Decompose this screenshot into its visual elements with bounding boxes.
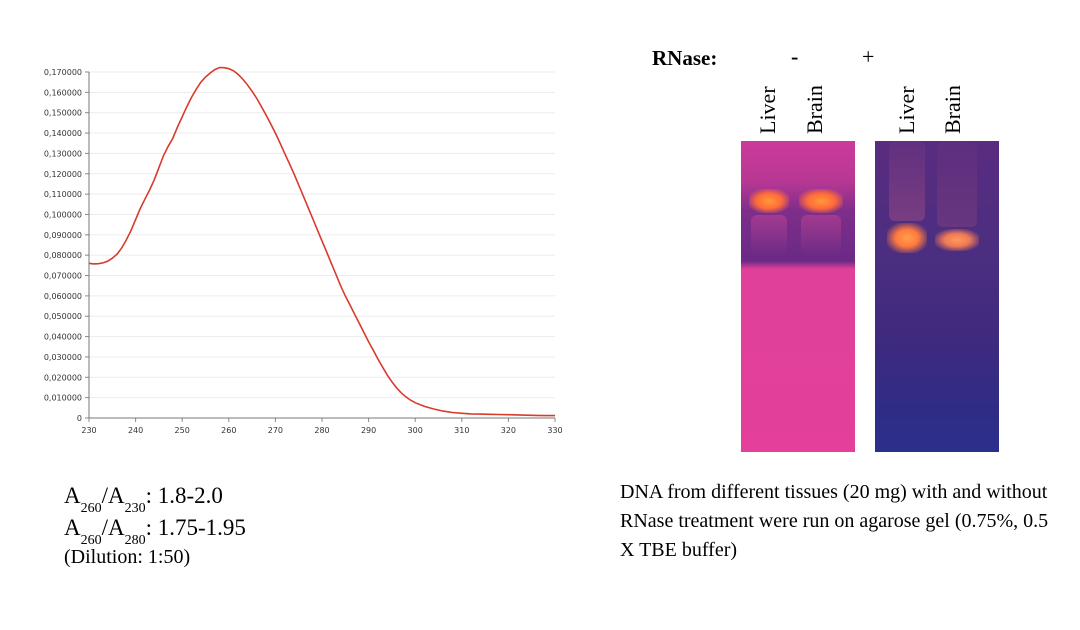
y-tick-label: 0,060000 xyxy=(44,292,82,301)
y-tick-label: 0,140000 xyxy=(44,129,82,138)
gel-image-without-rnase xyxy=(741,141,855,452)
absorbance-curve xyxy=(88,66,555,417)
ratio-260-280: A260/A280: 1.75-1.95 xyxy=(64,515,246,548)
gel-smear xyxy=(937,141,977,227)
rnase-minus: - xyxy=(791,44,799,69)
y-tick-label: 0,120000 xyxy=(44,170,82,179)
gel-smear xyxy=(889,141,925,221)
ratio-260-230: A260/A230: 1.8-2.0 xyxy=(64,483,223,516)
y-tick-labels: 0 0,010000 0,020000 0,030000 0,040000 0,05000… xyxy=(44,68,82,423)
x-tick-label: 240 xyxy=(128,426,143,435)
gel-band xyxy=(749,189,789,213)
y-tick-label: 0,160000 xyxy=(44,88,82,97)
ratio-value: : 1.8-2.0 xyxy=(145,483,223,508)
y-tick-label: 0 xyxy=(77,414,82,423)
y-tick-label: 0,010000 xyxy=(44,394,82,403)
ratio-slash: /A xyxy=(101,483,125,508)
ratio-slash: /A xyxy=(101,515,125,540)
y-tick-label: 0,070000 xyxy=(44,272,82,281)
ratio-sub-260: 260 xyxy=(80,501,102,516)
lane-label-brain-plus: Brain xyxy=(940,85,965,134)
lane-label-liver-plus: Liver xyxy=(894,86,919,134)
y-tick-label: 0,020000 xyxy=(44,373,82,382)
x-tick-labels: 230 240 250 260 270 280 290 300 310 320 330 xyxy=(81,426,562,435)
x-tick-label: 260 xyxy=(221,426,236,435)
absorbance-spectrum-chart: 0 0,010000 0,020000 0,030000 0,040000 0,05000… xyxy=(44,66,563,435)
rnase-label: RNase: xyxy=(652,46,718,70)
chart-axes xyxy=(85,71,556,422)
gel-caption: DNA from different tissues (20 mg) with … xyxy=(620,481,1049,561)
gel-band xyxy=(799,189,843,213)
gel-band xyxy=(935,229,979,251)
x-tick-label: 230 xyxy=(81,426,96,435)
x-tick-label: 320 xyxy=(501,426,516,435)
rnase-plus: + xyxy=(862,44,875,69)
gel-smear xyxy=(751,215,787,255)
y-tick-label: 0,110000 xyxy=(44,190,82,199)
x-tick-label: 330 xyxy=(547,426,562,435)
y-tick-label: 0,090000 xyxy=(44,231,82,240)
lane-label-liver-minus: Liver xyxy=(755,86,780,134)
y-tick-label: 0,150000 xyxy=(44,109,82,118)
x-tick-label: 270 xyxy=(268,426,283,435)
chart-grid xyxy=(89,71,555,399)
ratio-a: A xyxy=(64,515,81,540)
gel-band xyxy=(887,223,927,253)
ratio-sub-230: 230 xyxy=(124,501,146,516)
y-tick-label: 0,030000 xyxy=(44,353,82,362)
y-tick-label: 0,080000 xyxy=(44,251,82,260)
ratio-a: A xyxy=(64,483,81,508)
x-tick-label: 280 xyxy=(314,426,329,435)
gel-image-with-rnase xyxy=(875,141,999,452)
x-tick-label: 290 xyxy=(361,426,376,435)
x-tick-label: 250 xyxy=(175,426,190,435)
y-tick-label: 0,040000 xyxy=(44,333,82,342)
ratio-value: : 1.75-1.95 xyxy=(145,515,246,540)
x-tick-label: 310 xyxy=(454,426,469,435)
dilution-note: (Dilution: 1:50) xyxy=(64,546,191,568)
y-tick-label: 0,170000 xyxy=(44,68,82,77)
y-tick-label: 0,100000 xyxy=(44,210,82,219)
lane-label-brain-minus: Brain xyxy=(802,85,827,134)
y-tick-label: 0,050000 xyxy=(44,312,82,321)
y-tick-label: 0,130000 xyxy=(44,149,82,158)
ratio-sub-280: 280 xyxy=(124,533,146,548)
x-tick-label: 300 xyxy=(408,426,423,435)
gel-smear xyxy=(801,215,841,255)
ratio-sub-260: 260 xyxy=(80,533,102,548)
